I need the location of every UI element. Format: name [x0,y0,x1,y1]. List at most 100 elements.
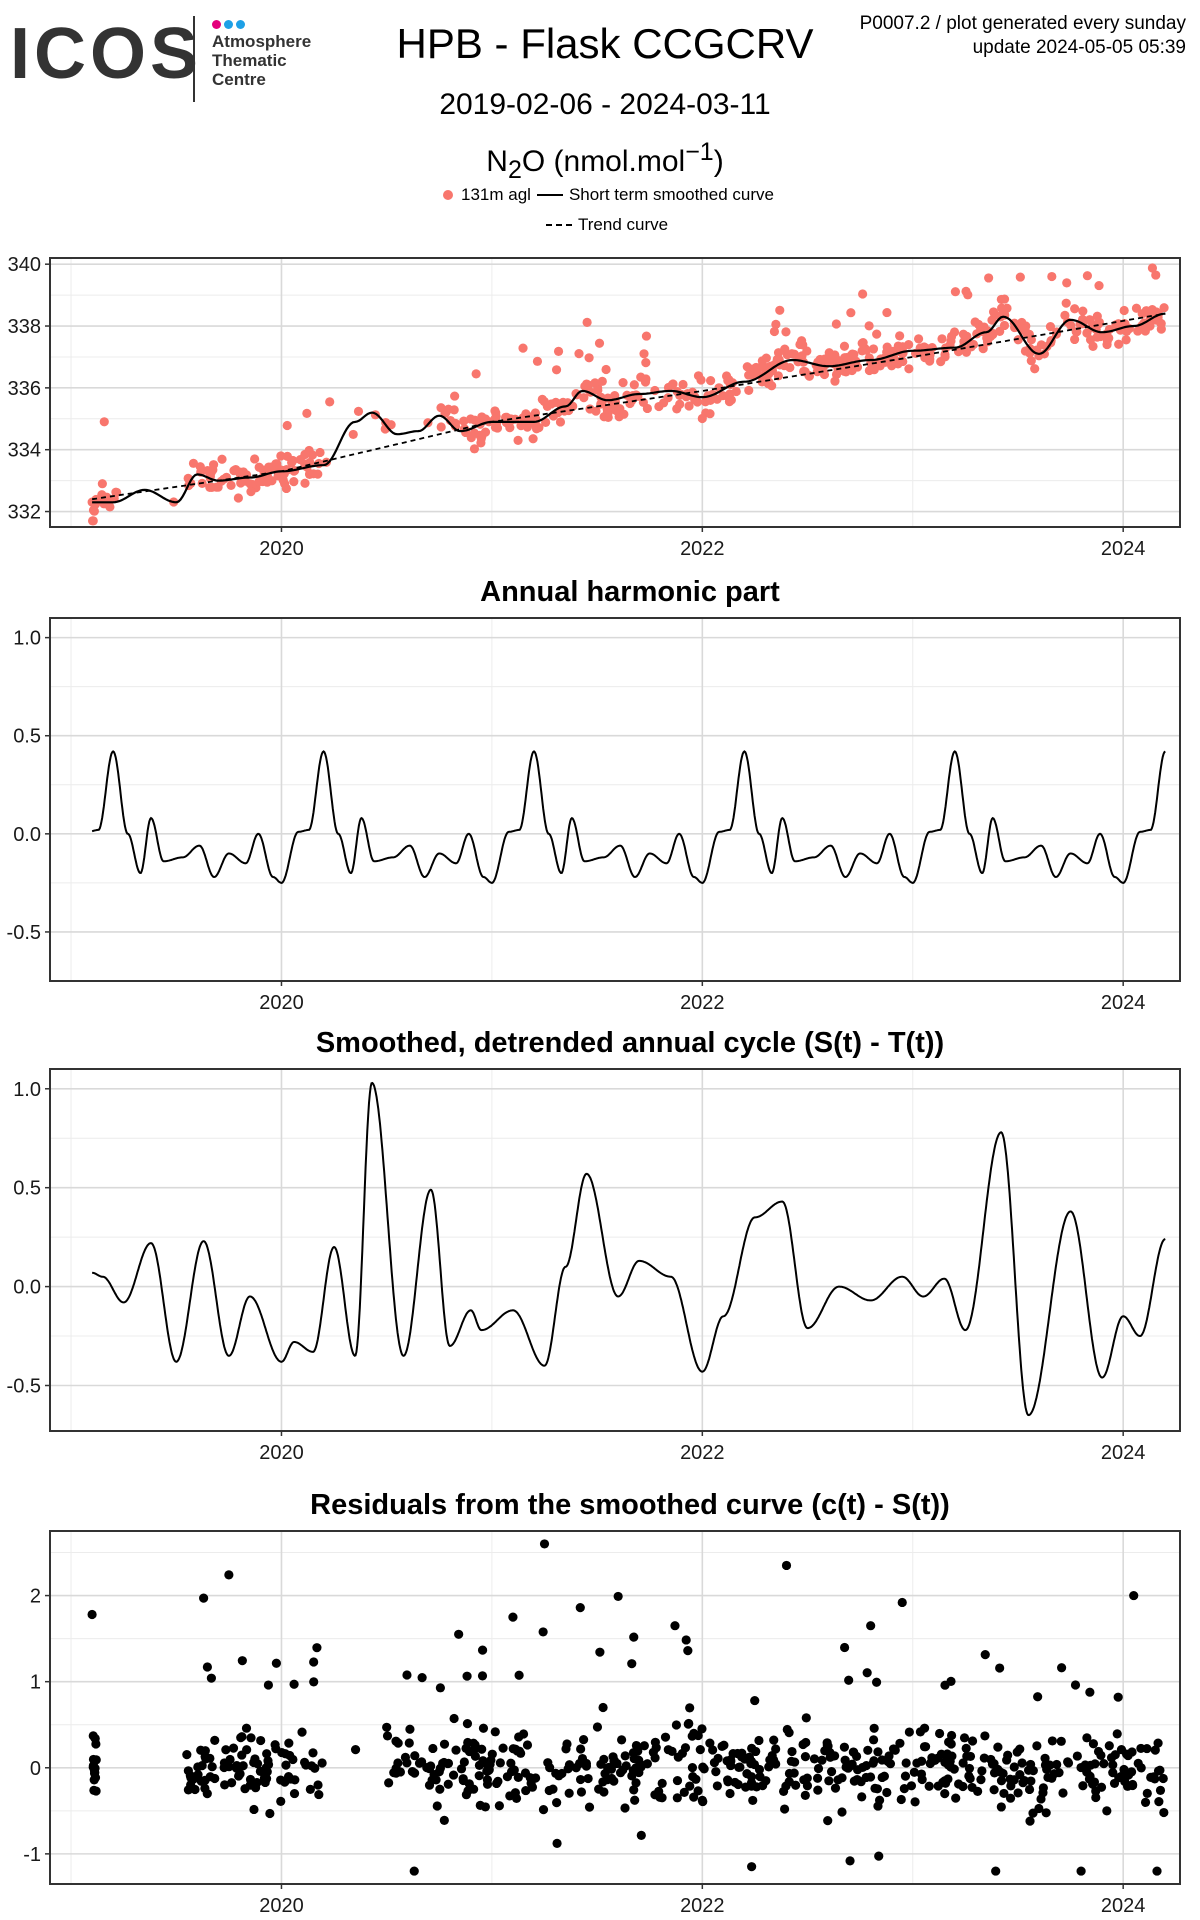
residual-point [754,1735,764,1746]
data-point [978,344,988,354]
residual-point [463,1737,473,1748]
residual-point [801,1713,811,1723]
data-point [539,396,549,407]
residual-point [695,1745,705,1755]
y-tick-label: -0.5 [7,922,41,944]
data-point [450,391,460,401]
residual-point [1052,1759,1062,1770]
residual-point [1102,1806,1112,1816]
residual-point [813,1785,823,1795]
residual-point [241,1723,252,1733]
residual-point [564,1788,574,1798]
residual-point [800,1790,810,1801]
residual-point [904,1727,914,1737]
residual-point [853,1765,863,1775]
data-point [266,462,276,472]
data-point [678,379,688,390]
data-point [706,376,716,386]
residual-point [228,1743,239,1753]
residual-point [993,1742,1003,1752]
data-point [904,340,914,350]
data-point [1159,303,1169,313]
residual-point [508,1744,518,1754]
data-point [722,391,733,401]
data-point [1156,324,1166,334]
data-point [997,303,1007,313]
residual-point [781,1781,791,1791]
residual-point [1150,1745,1160,1755]
data-point [206,467,216,477]
data-point [781,327,791,337]
residual-point [857,1792,867,1802]
residual-point [977,1766,987,1776]
residual-point [237,1656,247,1666]
residual-point [1152,1866,1162,1876]
residual-point [791,1780,801,1790]
data-point [654,401,664,412]
trend-curve [91,312,1166,501]
residual-point [631,1778,641,1788]
residual-point [964,1771,974,1781]
data-point [767,381,777,391]
y-tick-label: 0.0 [13,824,41,846]
residual-point [1159,1807,1169,1818]
residual-point [513,1772,523,1782]
data-point [97,479,107,489]
data-point [857,338,867,348]
residual-point [942,1749,952,1759]
residual-point [1104,1741,1114,1751]
residual-point [826,1767,837,1777]
data-point [571,388,581,399]
residual-point [470,1751,480,1761]
data-point [904,364,914,374]
residual-point [490,1727,500,1737]
residual-point [518,1729,529,1739]
residual-point [771,1759,781,1769]
data-point [787,349,797,359]
residual-point [1136,1743,1146,1754]
residual-point [1076,1866,1086,1876]
data-point [601,364,611,375]
residual-point [183,1766,193,1776]
residual-point [443,1758,454,1768]
residual-point [240,1784,250,1794]
species-prefix: N [486,145,508,178]
residual-point [538,1627,548,1637]
data-point [590,378,600,388]
residual-point [554,1771,564,1781]
legend-points-key [443,190,453,200]
data-point [300,478,310,488]
residual-point [1026,1776,1036,1786]
data-point [1131,303,1142,313]
residual-point [1099,1759,1109,1769]
x-tick-label: 2022 [680,992,725,1014]
species-mid: O (nmol.mol [521,145,686,178]
residual-point [681,1635,691,1645]
residual-point [196,1745,206,1755]
data-point [471,369,481,379]
data-points [87,263,1169,526]
data-point [505,423,515,433]
panel-title: Annual harmonic part [480,576,780,608]
residual-point [629,1632,639,1642]
residual-point [1126,1767,1137,1777]
data-point [1066,320,1076,331]
residual-point [393,1758,403,1768]
residual-point [1112,1729,1122,1739]
data-point [705,409,715,419]
data-point [289,477,299,487]
residual-point [521,1785,531,1796]
residual-point [897,1597,907,1608]
residual-point [685,1703,695,1713]
data-point [1102,335,1112,346]
chart-legend: 131m agl Short term smoothed curve Trend… [430,180,774,240]
residual-point [940,1789,950,1799]
panel-title: Residuals from the smoothed curve (c(t) … [310,1489,950,1521]
data-point [872,329,882,339]
data-point [639,349,649,359]
data-point [87,516,98,526]
data-point [574,349,584,359]
residual-point [1119,1764,1129,1775]
residual-point [477,1744,487,1754]
residual-point [313,1780,323,1790]
